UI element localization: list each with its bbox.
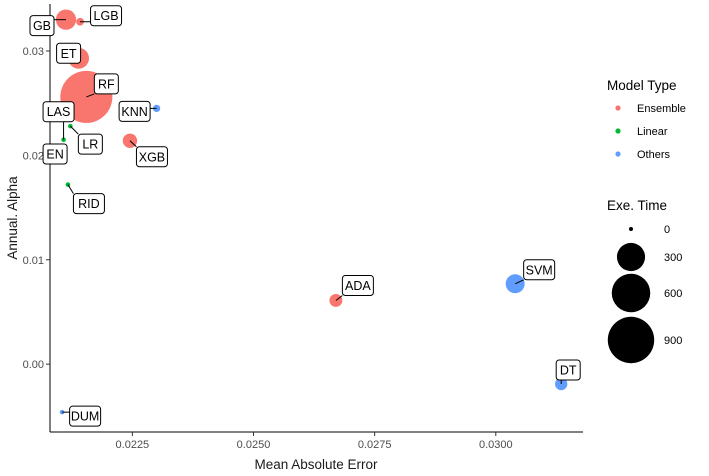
size-legend-title: Exe. Time bbox=[607, 198, 667, 213]
label-dt: DT bbox=[555, 359, 581, 384]
size-label-300: 300 bbox=[664, 252, 682, 264]
label-text: EN bbox=[46, 148, 63, 162]
label-box bbox=[77, 133, 103, 155]
label-text: ADA bbox=[345, 279, 371, 293]
label-box bbox=[90, 5, 123, 27]
label-text: XGB bbox=[139, 150, 165, 164]
label-lr: LR bbox=[69, 125, 103, 155]
label-text: ET bbox=[61, 47, 77, 61]
label-las: LAS bbox=[42, 101, 75, 140]
axes bbox=[49, 4, 583, 433]
label-dum: DUM bbox=[62, 405, 102, 427]
label-box bbox=[29, 15, 55, 37]
label-box bbox=[56, 42, 82, 64]
axis-ticks: 0.0225 0.0250 0.0275 0.0300 0.00 0.01 0.02 0.03 bbox=[23, 46, 513, 451]
legend-key-others bbox=[615, 151, 621, 157]
label-box bbox=[72, 193, 105, 215]
legend-key-linear bbox=[615, 128, 621, 134]
label-rid: RID bbox=[67, 184, 105, 215]
label-svm: SVM bbox=[514, 259, 556, 285]
size-key-300 bbox=[616, 242, 646, 272]
size-key-900 bbox=[607, 316, 655, 364]
legend-label-others: Others bbox=[637, 149, 671, 161]
label-text: DUM bbox=[71, 410, 99, 424]
x-axis-title: Mean Absolute Error bbox=[254, 457, 378, 472]
y-tick-label: 0.01 bbox=[23, 255, 44, 267]
legend-label-linear: Linear bbox=[637, 126, 668, 138]
y-tick-label: 0.00 bbox=[23, 359, 44, 371]
label-box bbox=[341, 274, 374, 296]
size-legend-entries: 0 300 600 900 bbox=[607, 224, 682, 364]
label-box bbox=[555, 359, 581, 381]
size-label-0: 0 bbox=[664, 224, 670, 236]
label-text: RID bbox=[78, 197, 100, 211]
x-tick-label: 0.0275 bbox=[358, 439, 392, 451]
label-connector bbox=[335, 295, 343, 301]
x-tick-label: 0.0225 bbox=[116, 439, 150, 451]
label-connector bbox=[86, 93, 95, 98]
size-label-900: 900 bbox=[664, 335, 682, 347]
label-ada: ADA bbox=[335, 274, 374, 301]
size-key-600 bbox=[611, 273, 651, 313]
label-box bbox=[118, 100, 151, 122]
legend: Model Type Ensemble Linear Others Exe. Tim… bbox=[607, 78, 686, 364]
x-tick-label: 0.0250 bbox=[237, 439, 271, 451]
label-box bbox=[523, 259, 556, 281]
legend-label-ensemble: Ensemble bbox=[637, 103, 686, 115]
label-lgb: LGB bbox=[80, 5, 123, 27]
label-text: KNN bbox=[121, 105, 147, 119]
label-gb: GB bbox=[29, 15, 66, 37]
label-box bbox=[42, 101, 75, 123]
label-box bbox=[93, 73, 119, 95]
label-text: LR bbox=[82, 138, 98, 152]
label-text: LAS bbox=[47, 105, 71, 119]
label-box bbox=[69, 405, 102, 427]
label-en: EN bbox=[42, 143, 68, 165]
label-text: RF bbox=[98, 77, 115, 91]
color-legend-title: Model Type bbox=[607, 78, 677, 93]
label-connector bbox=[69, 125, 79, 135]
label-box bbox=[135, 146, 168, 168]
label-text: GB bbox=[33, 19, 51, 33]
label-text: DT bbox=[560, 363, 577, 377]
size-label-600: 600 bbox=[664, 288, 682, 300]
y-tick-label: 0.03 bbox=[23, 46, 44, 58]
label-connector bbox=[514, 279, 524, 285]
label-knn: KNN bbox=[118, 100, 157, 122]
label-text: SVM bbox=[526, 263, 553, 277]
y-tick-label: 0.02 bbox=[23, 150, 44, 162]
label-et: ET bbox=[56, 42, 82, 64]
label-connector bbox=[129, 140, 137, 148]
size-key-0 bbox=[629, 227, 633, 231]
y-axis-title: Annual. Alpha bbox=[5, 176, 20, 260]
point-labels: LGB GB ET RF KNN XGB LAS LR EN RID ADA SVM DT DUM bbox=[29, 5, 581, 427]
label-rf: RF bbox=[86, 73, 119, 98]
legend-key-ensemble bbox=[615, 105, 621, 111]
label-xgb: XGB bbox=[129, 140, 168, 168]
label-box bbox=[42, 143, 68, 165]
x-tick-label: 0.0300 bbox=[479, 439, 513, 451]
label-text: LGB bbox=[94, 9, 119, 23]
color-legend-entries: Ensemble Linear Others bbox=[615, 103, 686, 161]
label-connector bbox=[67, 184, 74, 194]
